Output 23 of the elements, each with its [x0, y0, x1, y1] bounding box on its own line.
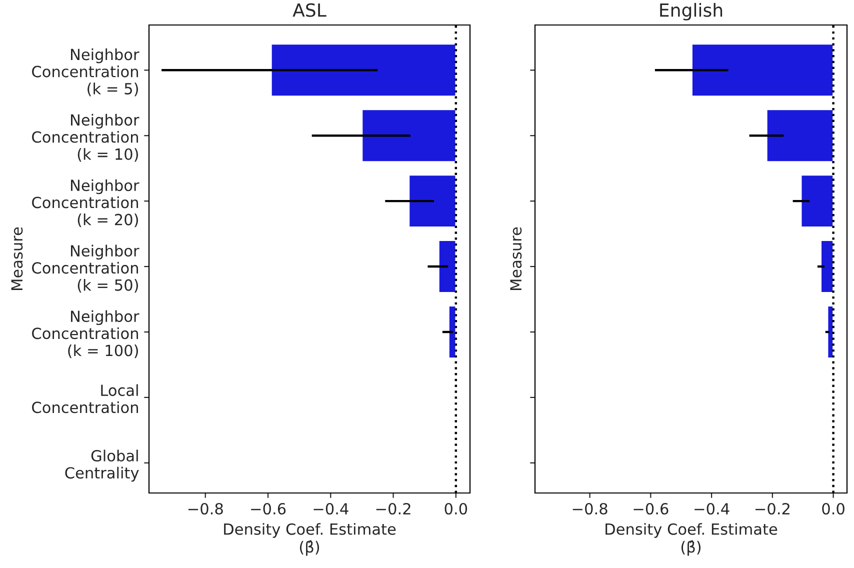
- y-tick-label: Neighbor Concentration (k = 20): [32, 179, 140, 228]
- x-tick-label: −0.2: [376, 502, 410, 515]
- x-axis-title: Density Coef. Estimate (β̂): [606, 523, 778, 556]
- x-tick-label: −0.6: [251, 502, 286, 515]
- y-tick-label: Neighbor Concentration (k = 10): [32, 114, 140, 162]
- y-axis-title: Measure: [510, 227, 522, 290]
- x-tick-label: −0.6: [634, 502, 668, 515]
- y-axis-title: Measure: [11, 227, 23, 290]
- y-tick-label: Neighbor Concentration (k = 50): [32, 244, 140, 293]
- chart-title: English: [660, 2, 722, 20]
- chart-title: ASL: [292, 3, 326, 17]
- x-tick-label: −0.2: [755, 502, 790, 515]
- x-tick-label: 0.0: [444, 502, 468, 515]
- x-tick-label: −0.8: [188, 502, 223, 515]
- y-tick-label: Neighbor Concentration (k = 5): [32, 48, 140, 96]
- x-tick-label: −0.8: [572, 502, 608, 515]
- x-axis-title: Density Coef. Estimate (β̂): [224, 523, 396, 556]
- y-tick-label: Local Concentration: [32, 384, 138, 414]
- x-tick-label: −0.4: [314, 502, 348, 515]
- y-tick-label: Global Centrality: [65, 450, 139, 482]
- x-tick-label: −0.4: [694, 502, 730, 515]
- x-tick-label: 0.0: [822, 502, 844, 515]
- y-tick-label: Neighbor Concentration (k = 100): [32, 310, 140, 358]
